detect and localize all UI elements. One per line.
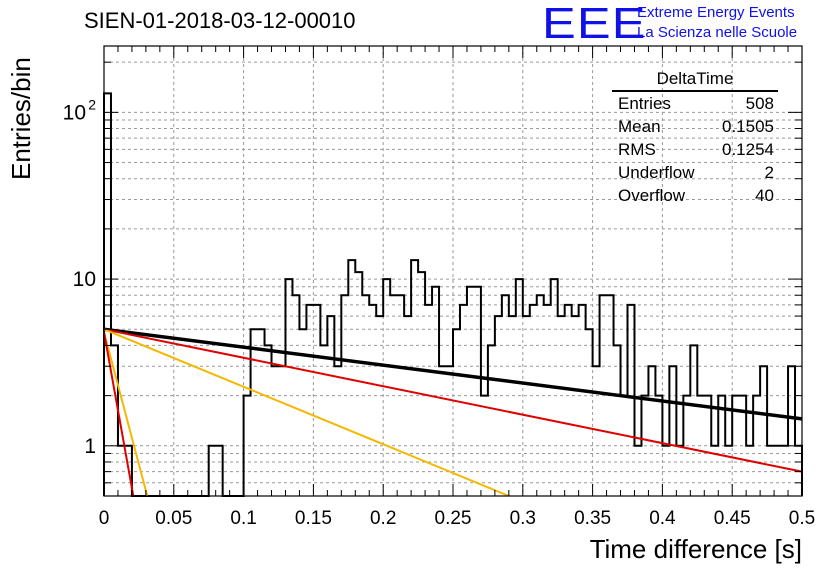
y-tick-label: 10	[73, 268, 96, 291]
x-tick-label: 0.4	[649, 508, 676, 529]
stats-label: Underflow	[618, 163, 695, 182]
stats-row-mean: Mean 0.1505	[612, 115, 778, 138]
stats-row-underflow: Underflow 2	[612, 161, 778, 184]
stats-box: DeltaTime Entries 508 Mean 0.1505 RMS 0.…	[612, 68, 778, 207]
x-tick-label: 0.25	[435, 508, 472, 529]
logo-line-1: Extreme Energy Events	[637, 4, 795, 21]
fit-line	[103, 328, 510, 497]
eee-logo-mark: EEE	[542, 0, 647, 48]
y-tick-label-exponent: 2	[88, 96, 96, 112]
stats-value: 0.1254	[722, 140, 774, 159]
x-axis-label: Time difference [s]	[589, 534, 802, 564]
x-tick-label: 0.5	[789, 508, 815, 529]
fit-line	[103, 327, 803, 421]
stats-row-overflow: Overflow 40	[612, 184, 778, 207]
x-tick-label: 0.15	[295, 508, 332, 529]
y-tick-label: 1	[84, 435, 96, 458]
x-tick-label: 0.35	[574, 508, 611, 529]
x-tick-label: 0	[99, 508, 110, 529]
x-tick-label: 0.45	[714, 508, 751, 529]
stats-row-rms: RMS 0.1254	[612, 138, 778, 161]
x-tick-label: 0.2	[370, 508, 396, 529]
stats-value: 0.1505	[722, 117, 774, 136]
x-tick-label: 0.3	[510, 508, 536, 529]
fit-line	[103, 332, 135, 497]
x-tick-label: 0.1	[230, 508, 256, 529]
y-axis-label: Entries/bin	[6, 57, 36, 180]
stats-value: 2	[764, 163, 774, 182]
fit-line	[103, 331, 149, 497]
stats-row-entries: Entries 508	[612, 92, 778, 115]
stats-value: 40	[755, 186, 774, 205]
stats-label: Entries	[618, 94, 671, 113]
logo-line-2: La Scienza nelle Scuole	[637, 24, 798, 41]
histogram-outline	[103, 92, 803, 497]
x-tick-label: 0.05	[155, 508, 192, 529]
fit-line	[103, 328, 803, 473]
stats-value: 508	[745, 94, 774, 113]
y-tick-label: 10	[63, 101, 86, 124]
stats-title: DeltaTime	[612, 68, 778, 92]
stats-label: Mean	[618, 117, 661, 136]
stats-label: Overflow	[618, 186, 686, 205]
chart-title: SIEN-01-2018-03-12-00010	[84, 8, 356, 33]
stats-label: RMS	[618, 140, 656, 159]
